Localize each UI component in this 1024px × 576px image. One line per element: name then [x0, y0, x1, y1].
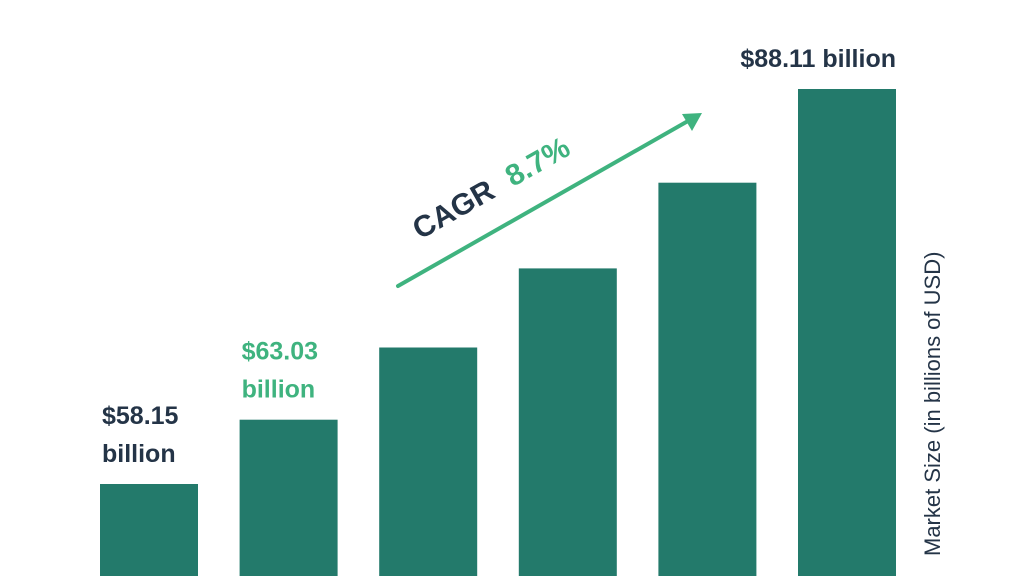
value-label-line: billion — [102, 440, 176, 468]
value-label-line: $88.11 billion — [740, 45, 896, 73]
value-label-line: billion — [242, 376, 316, 404]
annotations-layer: $58.15 billion $63.03 billion $88.11 billion — [102, 45, 896, 468]
bar-2 — [239, 419, 338, 576]
value-label-bar-2: $63.03 billion — [242, 338, 318, 404]
value-label-bar-6: $88.11 billion — [740, 45, 896, 73]
cagr-arrow-head — [682, 113, 702, 131]
bar-6 — [798, 89, 896, 576]
value-label-bar-1: $58.15 billion — [102, 402, 179, 468]
bars-layer — [100, 89, 896, 576]
y-axis-label: Market Size (in billions of USD) — [920, 252, 945, 556]
value-label-line: $58.15 — [102, 402, 179, 430]
bar-1 — [100, 484, 198, 576]
cagr-value: 8.7% — [500, 131, 576, 193]
bar-5 — [658, 182, 757, 576]
cagr-arrow-line — [396, 119, 690, 288]
cagr-text: CAGR 8.7% — [407, 131, 576, 246]
bar-4 — [518, 268, 617, 576]
bar-3 — [379, 347, 478, 576]
cagr-annotation: CAGR 8.7% — [396, 113, 702, 288]
value-label-line: $63.03 — [242, 338, 318, 366]
